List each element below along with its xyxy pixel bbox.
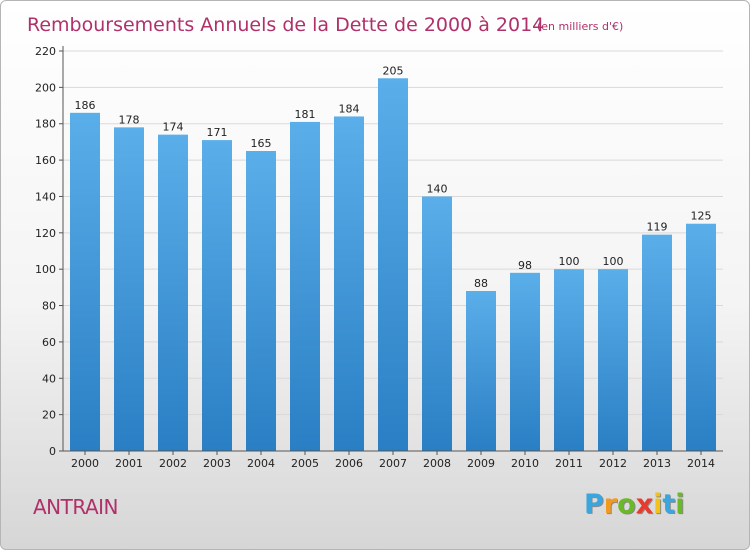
y-tick-label: 180 xyxy=(35,118,56,131)
value-label-2007: 205 xyxy=(383,64,404,77)
axes: 0 20 40 60 80 100 120 140 160 180 200 220 2000 2001 20… xyxy=(35,45,723,470)
x-tick-label-2003: 2003 xyxy=(203,457,231,470)
bar-2013 xyxy=(642,234,672,451)
x-tick-label-2002: 2002 xyxy=(159,457,187,470)
y-tick-label: 100 xyxy=(35,263,56,276)
x-tick-label-2005: 2005 xyxy=(291,457,319,470)
y-tick-label: 120 xyxy=(35,227,56,240)
chart-subtitle: (en milliers d'€) xyxy=(537,20,623,33)
y-tick-label: 0 xyxy=(49,445,56,458)
x-tick-label-2000: 2000 xyxy=(71,457,99,470)
bar-2014 xyxy=(686,223,716,451)
value-label-2009: 88 xyxy=(474,277,488,290)
logo-letter: i xyxy=(653,489,663,520)
bar-2006 xyxy=(334,116,364,452)
bar-2003 xyxy=(202,140,232,451)
value-label-2004: 165 xyxy=(251,137,272,150)
value-label-2014: 125 xyxy=(691,210,712,223)
value-labels: 186 178 174 171 165 181 184 205 140 88 98 100 100 119… xyxy=(75,64,712,290)
x-tick-label-2007: 2007 xyxy=(379,457,407,470)
x-tick-label-2001: 2001 xyxy=(115,457,143,470)
y-tick-label: 140 xyxy=(35,190,56,203)
bar-2007 xyxy=(378,78,408,451)
bar-2008 xyxy=(422,196,452,451)
chart-title: Remboursements Annuels de la Dette de 20… xyxy=(27,14,544,36)
logo-letter: t xyxy=(662,489,676,520)
value-label-2003: 171 xyxy=(207,126,228,139)
x-tick-label-2010: 2010 xyxy=(511,457,539,470)
bar-2001 xyxy=(114,127,144,451)
value-label-2001: 178 xyxy=(119,113,140,126)
value-label-2002: 174 xyxy=(163,121,184,134)
y-tick-label: 200 xyxy=(35,81,56,94)
x-tick-label-2014: 2014 xyxy=(687,457,715,470)
value-label-2000: 186 xyxy=(75,99,96,112)
logo-letter: r xyxy=(603,489,618,520)
y-tick-label: 40 xyxy=(42,372,56,385)
logo-letter: x xyxy=(635,489,654,520)
proxiti-logo: Proxiti xyxy=(584,489,685,520)
bar-2002 xyxy=(158,134,188,452)
value-label-2005: 181 xyxy=(295,108,316,121)
bar-2009 xyxy=(466,291,496,451)
bar-2004 xyxy=(246,151,276,451)
x-tick-label-2012: 2012 xyxy=(599,457,627,470)
logo-letter: i xyxy=(675,489,685,520)
value-label-2013: 119 xyxy=(647,221,668,234)
value-label-2008: 140 xyxy=(427,182,448,195)
bar-2005 xyxy=(290,121,320,451)
x-tick-label-2008: 2008 xyxy=(423,457,451,470)
value-label-2012: 100 xyxy=(603,255,624,268)
bar-2000 xyxy=(70,112,100,452)
y-tick-label: 80 xyxy=(42,300,56,313)
y-tick-label: 160 xyxy=(35,154,56,167)
x-tick-label-2006: 2006 xyxy=(335,457,363,470)
commune-name: ANTRAIN xyxy=(33,495,119,519)
bar-2012 xyxy=(598,269,628,451)
bars xyxy=(70,78,716,452)
y-tick-label: 60 xyxy=(42,336,56,349)
x-tick-label-2009: 2009 xyxy=(467,457,495,470)
logo-letter: o xyxy=(617,489,636,520)
value-label-2010: 98 xyxy=(518,259,532,272)
y-tick-label: 220 xyxy=(35,45,56,58)
x-tick-label-2013: 2013 xyxy=(643,457,671,470)
bar-2011 xyxy=(554,269,584,451)
value-label-2011: 100 xyxy=(559,255,580,268)
x-tick-label-2011: 2011 xyxy=(555,457,583,470)
value-label-2006: 184 xyxy=(339,102,360,115)
logo-letter: P xyxy=(584,489,604,520)
y-tick-label: 20 xyxy=(42,409,56,422)
bar-2010 xyxy=(510,272,540,451)
x-tick-label-2004: 2004 xyxy=(247,457,275,470)
